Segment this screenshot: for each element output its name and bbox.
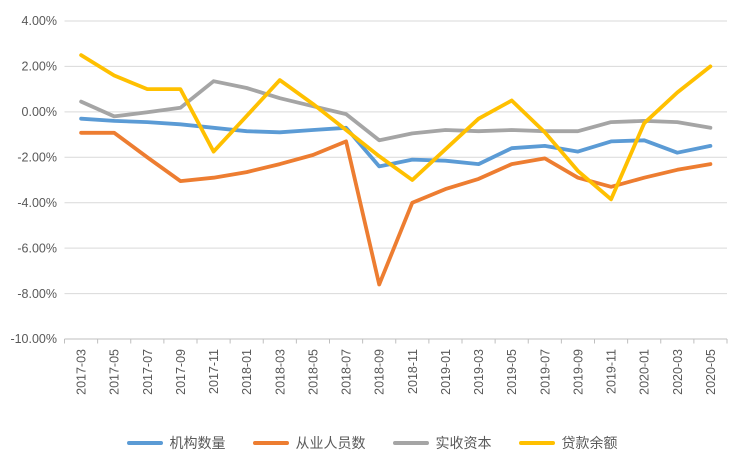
legend-label: 机构数量 [169,435,226,451]
y-tick-label: 2.00% [22,60,57,74]
y-tick-label: -10.00% [10,332,57,346]
x-tick-label: 2019-11 [605,349,619,394]
x-tick-label: 2017-11 [207,349,221,394]
y-tick-label: -8.00% [17,287,57,301]
x-tick-label: 2020-03 [671,349,685,395]
legend-swatch-icon [518,441,555,445]
legend-swatch-icon [392,441,429,445]
x-tick-label: 2019-03 [472,349,486,395]
legend-item-0: 机构数量 [126,435,226,451]
x-tick-label: 2018-07 [340,349,354,395]
legend-item-3: 贷款余额 [518,435,618,451]
legend-label: 贷款余额 [561,435,618,451]
series-line-3 [79,53,713,202]
x-tick-label: 2018-09 [373,349,387,395]
legend-swatch-icon [252,441,289,445]
x-tick-label: 2017-05 [108,349,122,395]
y-tick-label: -2.00% [17,150,57,164]
legend-label: 从业人员数 [295,435,366,451]
y-tick-label: -4.00% [17,196,57,210]
x-tick-label: 2019-09 [571,349,585,395]
x-tick-label: 2019-07 [538,349,552,395]
x-tick-label: 2018-01 [240,349,254,395]
x-tick-label: 2018-05 [306,349,320,395]
x-tick-label: 2019-01 [439,349,453,395]
x-tick-label: 2020-01 [638,349,652,395]
legend: 机构数量 从业人员数 实收资本 贷款余额 [0,428,744,458]
x-tick-label: 2020-05 [704,349,718,395]
y-tick-label: 4.00% [22,14,57,28]
legend-item-1: 从业人员数 [252,435,366,451]
series-line-1 [79,130,713,287]
legend-item-2: 实收资本 [392,435,492,451]
x-tick-label: 2018-03 [273,349,287,395]
legend-swatch-icon [126,441,163,445]
y-tick-label: 0.00% [22,105,57,119]
x-tick-label: 2017-07 [141,349,155,395]
x-tick-label: 2018-11 [406,349,420,394]
x-tick-label: 2019-05 [505,349,519,395]
plot-area: 4.00% 2.00% 0.00% -2.00% -4.00% -6.00% -8.00% -… [10,14,728,395]
y-tick-label: -6.00% [17,241,57,255]
legend-label: 实收资本 [435,435,492,451]
series-line-0 [79,116,713,169]
x-tick-label: 2017-09 [174,349,188,395]
x-tick-label: 2017-03 [75,349,89,395]
